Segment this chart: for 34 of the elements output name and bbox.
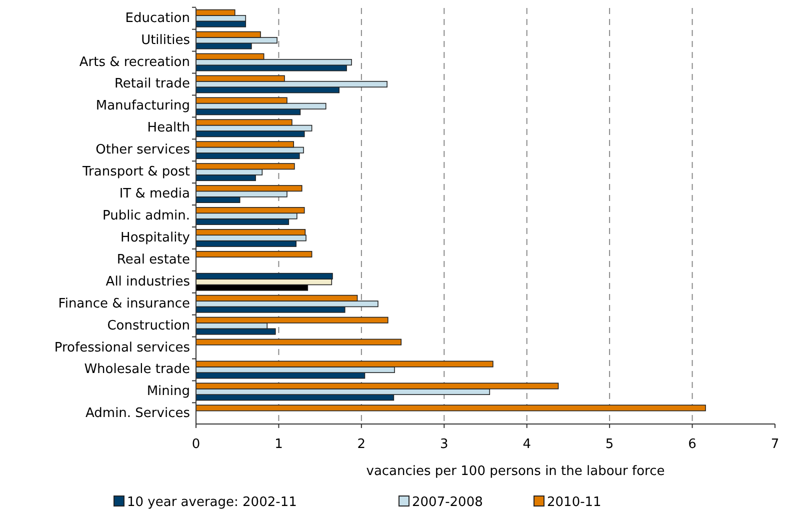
y-tick-label: Construction xyxy=(107,318,190,334)
bar xyxy=(196,250,312,258)
y-tick-label: Utilities xyxy=(141,32,190,48)
bar xyxy=(196,404,706,412)
legend-label: 2007-2008 xyxy=(412,495,483,510)
y-tick-label: Wholesale trade xyxy=(84,362,190,378)
y-tick-label: Admin. Services xyxy=(85,406,190,422)
y-tick-label: Manufacturing xyxy=(96,98,190,114)
x-tick-label: 0 xyxy=(192,437,200,452)
x-tick-label: 4 xyxy=(522,437,531,452)
x-tick-label: 7 xyxy=(770,437,780,452)
bar xyxy=(196,338,402,346)
y-tick-label: Finance & insurance xyxy=(58,296,190,312)
legend-label: 2010-11 xyxy=(547,495,602,510)
y-tick-label: Other services xyxy=(96,142,190,158)
x-tick-label: 1 xyxy=(274,437,283,452)
y-tick-label: Real estate xyxy=(116,252,190,268)
y-tick-label: Health xyxy=(147,120,190,136)
y-tick-label: IT & media xyxy=(119,186,190,202)
x-tick-label: 6 xyxy=(688,437,696,452)
x-tick-label: 2 xyxy=(357,437,366,452)
y-tick-label: All industries xyxy=(106,274,190,290)
x-axis-title: vacancies per 100 persons in the labour force xyxy=(366,464,665,479)
y-tick-label: Retail trade xyxy=(114,76,190,92)
y-tick-label: Transport & post xyxy=(82,164,190,180)
y-tick-label: Hospitality xyxy=(120,230,190,246)
y-tick-label: Professional services xyxy=(54,340,190,356)
legend-label: 10 year average: 2002-11 xyxy=(127,495,297,510)
x-tick-label: 5 xyxy=(605,437,614,452)
y-tick-label: Arts & recreation xyxy=(79,54,190,70)
y-tick-label: Mining xyxy=(146,384,190,400)
y-tick-label: Education xyxy=(125,10,190,26)
x-tick-label: 3 xyxy=(440,437,448,452)
y-tick-label: Public admin. xyxy=(102,208,190,224)
